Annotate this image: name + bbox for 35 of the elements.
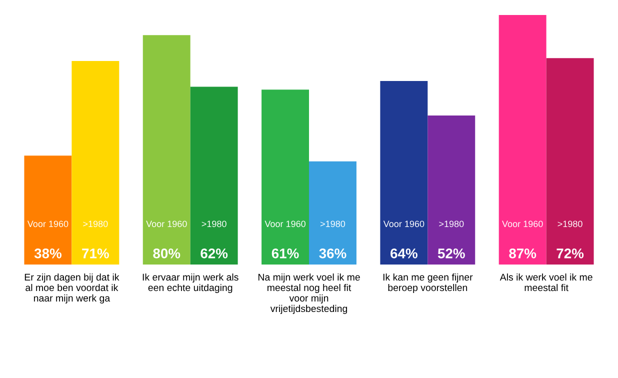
data-label: 72% (556, 248, 584, 258)
data-label: 62% (200, 248, 228, 258)
text: Voor 1960 (383, 220, 424, 228)
bar (24, 156, 72, 265)
text: >1980 (558, 220, 582, 228)
bar (428, 115, 476, 265)
data-label: 64% (390, 248, 418, 258)
x-tick-label: Ik ervaar mijn werk als een echte uitdaging (142, 273, 238, 294)
series-label: Voor 1960 (27, 220, 68, 228)
text: Voor 1960 (502, 220, 543, 228)
x-tick-label: Als ik werk voel ik me meestal fit (500, 273, 592, 292)
data-label: 80% (153, 248, 180, 258)
text: >1980 (439, 220, 464, 228)
bar (309, 161, 356, 265)
bar (498, 15, 546, 265)
text: Voor 1960 (264, 220, 306, 228)
data-label: 71% (82, 248, 109, 258)
data-label: 87% (509, 248, 536, 258)
x-tick-label: Ik kan me geen fijner beroep voorstellen (383, 273, 473, 294)
bar (142, 35, 190, 265)
data-label: 52% (438, 248, 465, 258)
data-label: 36% (319, 248, 346, 258)
data-label: 38% (34, 248, 62, 258)
bar (262, 90, 309, 265)
data-label: 61% (272, 248, 299, 258)
text: >1980 (83, 220, 108, 228)
bar (190, 86, 238, 265)
bar (546, 58, 594, 265)
series-label: >1980 (320, 220, 346, 228)
bar (380, 81, 428, 265)
text: Voor 1960 (146, 220, 187, 228)
x-tick-label: Er zijn dagen bij dat ik al moe ben voordat ik naar mijn werk ga (24, 273, 120, 304)
x-tick-label: Na mijn werk voel ik me meestal nog heel fit voor mijn vrijetijdsbesteding (258, 273, 360, 314)
bar (72, 60, 120, 265)
text: >1980 (202, 220, 226, 228)
